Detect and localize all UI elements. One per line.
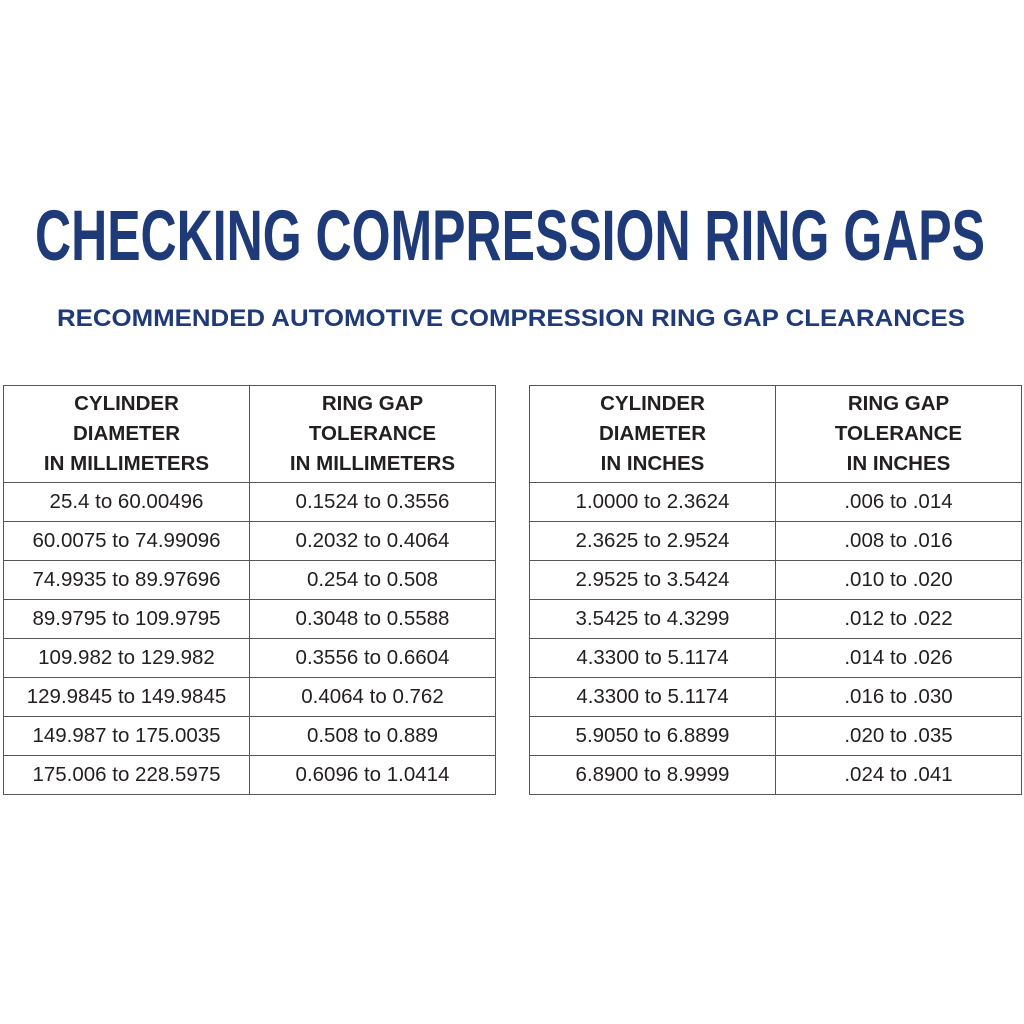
column-header: RING GAP TOLERANCE IN MILLIMETERS: [249, 385, 496, 483]
table-cell: 0.3556 to 0.6604: [249, 638, 496, 678]
table-cell: 129.9845 to 149.9845: [3, 677, 250, 717]
header-line: IN INCHES: [846, 452, 951, 475]
header-line: TOLERANCE: [308, 422, 437, 445]
table-cell: 4.3300 to 5.1174: [529, 638, 776, 678]
header-line: IN MILLIMETERS: [43, 452, 210, 475]
table-row: 4.3300 to 5.1174.016 to .030: [529, 677, 1022, 717]
header-row: CYLINDER DIAMETER IN MILLIMETERS RING GAP TO…: [3, 385, 496, 483]
table-row: 175.006 to 228.5975 0.6096 to 1.0414: [3, 755, 496, 795]
table-cell: .016 to .030: [775, 677, 1022, 717]
column-header: RING GAP TOLERANCE IN INCHES: [775, 385, 1022, 483]
header-line: RING GAP: [847, 392, 950, 415]
table-row: 4.3300 to 5.1174.014 to .026: [529, 638, 1022, 678]
table-cell: .020 to .035: [775, 716, 1022, 756]
table-cell: 0.2032 to 0.4064: [249, 521, 496, 561]
header-line: IN INCHES: [600, 452, 705, 475]
table-row: 2.9525 to 3.5424.010 to .020: [529, 560, 1022, 600]
table-cell: 0.4064 to 0.762: [249, 677, 496, 717]
table-cell: 0.3048 to 0.5588: [249, 599, 496, 639]
header-line: IN MILLIMETERS: [289, 452, 456, 475]
table-cell: 109.982 to 129.982: [3, 638, 250, 678]
table-row: 2.3625 to 2.9524.008 to .016: [529, 521, 1022, 561]
header-row: CYLINDER DIAMETER IN INCHES RING GAP TOLERAN…: [529, 385, 1022, 483]
table-row: 149.987 to 175.0035 0.508 to 0.889: [3, 716, 496, 756]
table-cell: 175.006 to 228.5975: [3, 755, 250, 795]
table-cell: 60.0075 to 74.99096: [3, 521, 250, 561]
inch-table: CYLINDER DIAMETER IN INCHES RING GAP TOLERAN…: [529, 385, 1022, 795]
table-cell: 4.3300 to 5.1174: [529, 677, 776, 717]
table-row: 6.8900 to 8.9999.024 to .041: [529, 755, 1022, 795]
page-subtitle: RECOMMENDED AUTOMOTIVE COMPRESSION RING …: [57, 305, 965, 332]
table-cell: .008 to .016: [775, 521, 1022, 561]
column-header: CYLINDER DIAMETER IN INCHES: [529, 385, 776, 483]
table-row: 109.982 to 129.982 0.3556 to 0.6604: [3, 638, 496, 678]
header-line: DIAMETER: [72, 422, 181, 445]
table-cell: .014 to .026: [775, 638, 1022, 678]
table-cell: 3.5425 to 4.3299: [529, 599, 776, 639]
table-row: 74.9935 to 89.97696 0.254 to 0.508: [3, 560, 496, 600]
table-cell: 25.4 to 60.00496: [3, 482, 250, 522]
table-cell: 0.508 to 0.889: [249, 716, 496, 756]
table-cell: 0.6096 to 1.0414: [249, 755, 496, 795]
header-line: DIAMETER: [598, 422, 707, 445]
header-line: RING GAP: [321, 392, 424, 415]
table-cell: .010 to .020: [775, 560, 1022, 600]
header-line: TOLERANCE: [834, 422, 963, 445]
table-row: 89.9795 to 109.9795 0.3048 to 0.5588: [3, 599, 496, 639]
table-cell: .012 to .022: [775, 599, 1022, 639]
table-cell: .024 to .041: [775, 755, 1022, 795]
table-cell: 74.9935 to 89.97696: [3, 560, 250, 600]
page-title: CHECKING COMPRESSION RING GAPS: [35, 197, 985, 276]
table-row: 60.0075 to 74.99096 0.2032 to 0.4064: [3, 521, 496, 561]
table-cell: 2.3625 to 2.9524: [529, 521, 776, 561]
table-row: 5.9050 to 6.8899.020 to .035: [529, 716, 1022, 756]
column-header: CYLINDER DIAMETER IN MILLIMETERS: [3, 385, 250, 483]
table-row: 25.4 to 60.00496 0.1524 to 0.3556: [3, 482, 496, 522]
table-cell: 2.9525 to 3.5424: [529, 560, 776, 600]
metric-table: CYLINDER DIAMETER IN MILLIMETERS RING GAP TO…: [3, 385, 496, 795]
table-cell: 149.987 to 175.0035: [3, 716, 250, 756]
header-line: CYLINDER: [600, 392, 705, 415]
subtitle-text: RECOMMENDED AUTOMOTIVE COMPRESSION RING …: [57, 305, 965, 332]
table-row: 1.0000 to 2.3624.006 to .014: [529, 482, 1022, 522]
header-line: CYLINDER: [74, 392, 179, 415]
table-row: 3.5425 to 4.3299.012 to .022: [529, 599, 1022, 639]
table-cell: 1.0000 to 2.3624: [529, 482, 776, 522]
table-cell: 0.254 to 0.508: [249, 560, 496, 600]
table-cell: 89.9795 to 109.9795: [3, 599, 250, 639]
table-cell: 5.9050 to 6.8899: [529, 716, 776, 756]
table-cell: 6.8900 to 8.9999: [529, 755, 776, 795]
table-cell: .006 to .014: [775, 482, 1022, 522]
table-cell: 0.1524 to 0.3556: [249, 482, 496, 522]
table-row: 129.9845 to 149.9845 0.4064 to 0.762: [3, 677, 496, 717]
title-text: CHECKING COMPRESSION RING GAPS: [35, 197, 985, 276]
